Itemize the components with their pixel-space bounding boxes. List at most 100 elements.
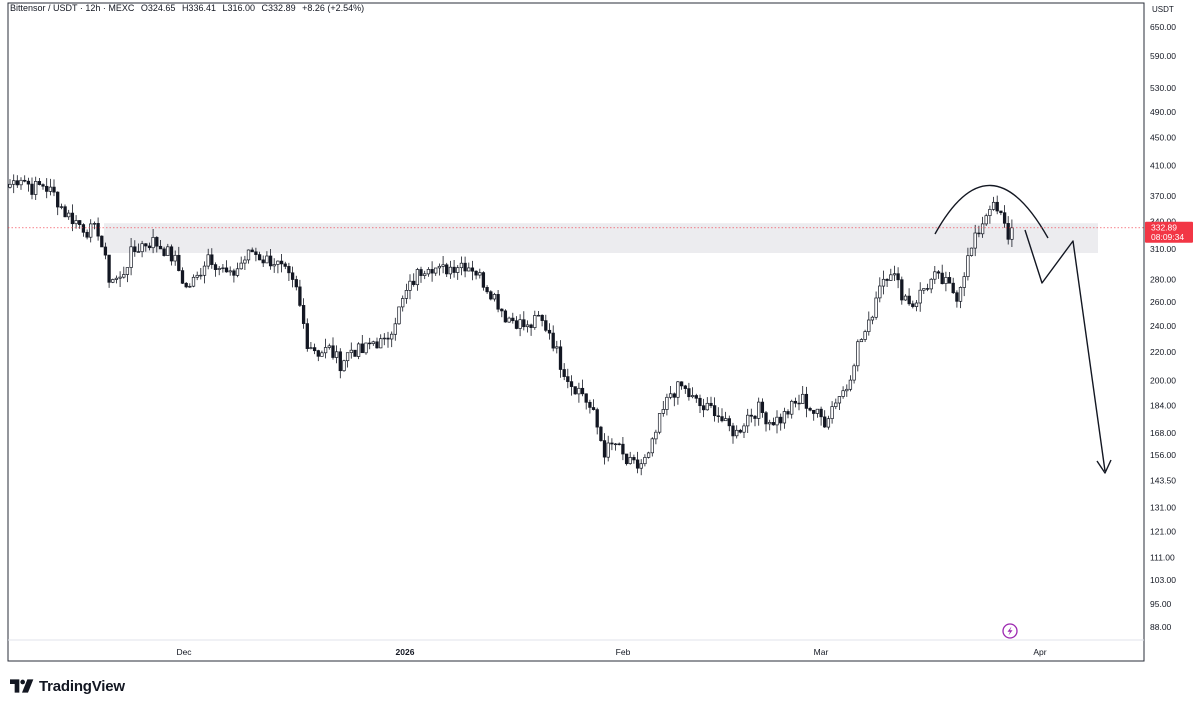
candle[interactable]: [401, 295, 405, 312]
candle[interactable]: [430, 261, 434, 282]
candle[interactable]: [944, 271, 948, 292]
tradingview-brand[interactable]: TradingView: [10, 675, 125, 697]
candle[interactable]: [929, 277, 933, 294]
candle[interactable]: [147, 242, 152, 251]
candle[interactable]: [268, 249, 273, 270]
lightning-badge-icon[interactable]: [1002, 623, 1018, 639]
candle[interactable]: [914, 300, 919, 312]
candle[interactable]: [481, 271, 486, 291]
candle[interactable]: [166, 243, 170, 256]
candle[interactable]: [34, 176, 38, 200]
candle[interactable]: [859, 338, 864, 343]
candle[interactable]: [23, 175, 27, 183]
candle[interactable]: [199, 268, 203, 280]
candle[interactable]: [500, 308, 504, 318]
candle[interactable]: [393, 317, 397, 341]
candle[interactable]: [969, 247, 974, 257]
candle[interactable]: [136, 243, 141, 253]
candle[interactable]: [746, 408, 750, 433]
candle[interactable]: [437, 263, 442, 276]
candle[interactable]: [125, 267, 130, 283]
candle[interactable]: [470, 260, 475, 281]
candle[interactable]: [966, 247, 970, 281]
candle[interactable]: [801, 386, 805, 404]
candle[interactable]: [1002, 205, 1007, 228]
candle[interactable]: [206, 248, 210, 270]
candle[interactable]: [349, 342, 353, 359]
candle[interactable]: [632, 454, 636, 464]
candle[interactable]: [610, 438, 614, 451]
candle[interactable]: [59, 203, 64, 210]
candle[interactable]: [845, 384, 849, 397]
candle[interactable]: [221, 264, 225, 273]
candle[interactable]: [56, 191, 60, 216]
candle[interactable]: [613, 443, 618, 451]
candle[interactable]: [958, 286, 963, 309]
candle[interactable]: [874, 291, 878, 320]
candle[interactable]: [834, 398, 838, 410]
candle[interactable]: [947, 272, 952, 284]
candle[interactable]: [463, 256, 467, 278]
candle[interactable]: [672, 392, 676, 407]
candle[interactable]: [445, 262, 449, 277]
candle[interactable]: [962, 272, 966, 297]
candle[interactable]: [815, 408, 820, 418]
candle[interactable]: [569, 375, 574, 396]
candle[interactable]: [243, 255, 247, 270]
candle[interactable]: [775, 410, 779, 434]
candle[interactable]: [511, 312, 515, 324]
candle[interactable]: [683, 384, 687, 394]
candle[interactable]: [345, 352, 350, 368]
candle[interactable]: [353, 349, 357, 357]
candle[interactable]: [434, 267, 438, 276]
candle[interactable]: [342, 359, 346, 372]
candle[interactable]: [45, 178, 49, 199]
candle[interactable]: [812, 409, 816, 421]
candle[interactable]: [334, 345, 339, 364]
candle[interactable]: [826, 415, 831, 430]
candle[interactable]: [591, 399, 596, 411]
candle[interactable]: [793, 397, 798, 408]
projected-path-arrow[interactable]: [1024, 229, 1106, 472]
candle[interactable]: [213, 262, 218, 277]
candle[interactable]: [228, 266, 232, 276]
candle[interactable]: [544, 314, 548, 333]
candle[interactable]: [140, 240, 144, 258]
candle[interactable]: [415, 267, 420, 291]
candle[interactable]: [566, 368, 570, 389]
candle[interactable]: [885, 278, 889, 287]
candle[interactable]: [52, 179, 56, 197]
candle[interactable]: [896, 267, 900, 289]
candle[interactable]: [837, 396, 842, 410]
candle[interactable]: [279, 254, 284, 273]
candle[interactable]: [687, 382, 691, 401]
candle[interactable]: [955, 290, 959, 308]
candle[interactable]: [863, 329, 867, 342]
candle[interactable]: [951, 277, 955, 294]
candle[interactable]: [459, 256, 464, 276]
candle[interactable]: [602, 433, 607, 465]
candle[interactable]: [709, 396, 713, 409]
candle[interactable]: [749, 408, 753, 423]
candle[interactable]: [382, 333, 386, 346]
candle[interactable]: [467, 262, 471, 272]
candle[interactable]: [41, 183, 45, 190]
candle[interactable]: [184, 282, 188, 289]
candle[interactable]: [606, 435, 610, 462]
candle[interactable]: [698, 394, 702, 413]
candle[interactable]: [305, 318, 309, 352]
candle[interactable]: [375, 337, 379, 349]
candle[interactable]: [995, 195, 999, 215]
candle[interactable]: [309, 342, 313, 350]
candle[interactable]: [646, 451, 651, 459]
candle[interactable]: [830, 401, 834, 424]
candle[interactable]: [624, 453, 629, 466]
candle[interactable]: [558, 340, 563, 378]
candle[interactable]: [180, 267, 185, 284]
candle[interactable]: [290, 266, 295, 288]
candle[interactable]: [404, 283, 409, 304]
candle[interactable]: [323, 338, 328, 359]
candle[interactable]: [665, 393, 669, 416]
candle[interactable]: [118, 271, 122, 287]
